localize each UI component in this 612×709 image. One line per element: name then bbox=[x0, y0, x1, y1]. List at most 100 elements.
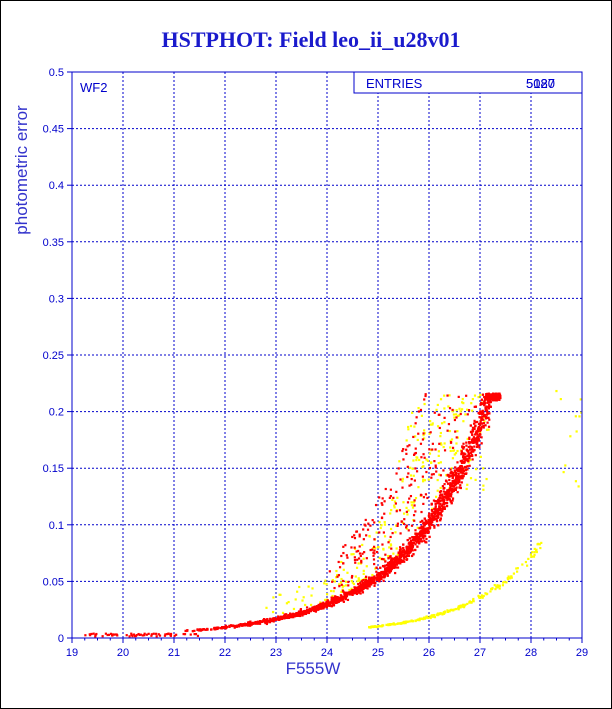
red-point bbox=[337, 598, 341, 601]
yellow-point bbox=[393, 506, 396, 509]
red-point bbox=[358, 535, 361, 538]
red-point bbox=[236, 624, 239, 627]
red-point bbox=[347, 584, 350, 587]
red-point bbox=[411, 536, 414, 539]
red-point bbox=[398, 555, 402, 558]
yellow-point bbox=[510, 576, 513, 579]
yellow-point bbox=[438, 473, 441, 476]
red-point bbox=[471, 433, 474, 436]
yellow-point bbox=[442, 445, 445, 449]
red-point bbox=[468, 464, 471, 467]
red-point bbox=[438, 506, 441, 509]
red-point bbox=[482, 402, 485, 405]
red-point bbox=[326, 599, 329, 602]
yellow-point bbox=[516, 567, 519, 570]
red-point bbox=[426, 496, 429, 500]
yellow-point bbox=[439, 398, 443, 401]
red-point bbox=[468, 437, 471, 441]
red-point bbox=[421, 527, 424, 530]
red-point bbox=[345, 593, 348, 596]
yellow-point bbox=[361, 543, 364, 547]
red-point bbox=[479, 427, 482, 430]
red-point bbox=[155, 632, 158, 635]
red-point bbox=[439, 502, 442, 505]
red-point bbox=[419, 530, 423, 533]
yellow-point bbox=[451, 457, 455, 460]
yellow-point bbox=[418, 619, 421, 622]
red-point bbox=[394, 556, 397, 560]
red-point bbox=[422, 537, 425, 540]
yellow-point bbox=[479, 596, 482, 599]
data-points bbox=[84, 389, 583, 638]
red-point bbox=[405, 452, 408, 455]
yellow-point bbox=[377, 545, 380, 549]
yellow-point bbox=[449, 609, 452, 612]
yellow-point bbox=[411, 467, 414, 470]
yellow-point bbox=[431, 507, 434, 510]
yellow-point bbox=[437, 612, 441, 615]
red-point bbox=[467, 445, 470, 449]
red-point bbox=[462, 475, 465, 478]
red-point bbox=[281, 615, 284, 619]
yellow-point bbox=[415, 458, 418, 462]
red-point bbox=[438, 442, 441, 445]
red-point bbox=[434, 517, 437, 520]
red-point bbox=[325, 603, 328, 607]
yellow-point bbox=[409, 424, 413, 428]
red-point bbox=[454, 473, 457, 476]
red-point bbox=[233, 626, 236, 629]
red-point bbox=[419, 408, 423, 412]
red-point bbox=[287, 614, 290, 618]
y-tick-label: 0.25 bbox=[43, 350, 64, 362]
red-point bbox=[407, 472, 410, 475]
red-point bbox=[381, 503, 384, 506]
red-point bbox=[231, 624, 234, 628]
red-point bbox=[486, 396, 489, 399]
red-point bbox=[104, 632, 107, 635]
yellow-point bbox=[393, 500, 397, 503]
yellow-point bbox=[394, 623, 397, 626]
red-point bbox=[425, 470, 428, 474]
yellow-point bbox=[350, 587, 353, 590]
red-point bbox=[334, 601, 338, 604]
red-point bbox=[479, 420, 482, 423]
red-point bbox=[258, 622, 261, 625]
yellow-point bbox=[483, 420, 486, 423]
red-point bbox=[350, 576, 353, 579]
red-point bbox=[260, 620, 263, 623]
x-tick-label: 23 bbox=[270, 647, 282, 659]
yellow-point bbox=[458, 414, 461, 417]
red-point bbox=[444, 491, 448, 494]
red-point bbox=[423, 539, 426, 543]
red-point bbox=[367, 522, 370, 525]
red-point bbox=[334, 597, 337, 600]
red-point bbox=[421, 475, 424, 478]
red-point bbox=[437, 508, 440, 511]
red-point bbox=[480, 422, 484, 425]
red-point bbox=[467, 459, 470, 463]
yellow-point bbox=[457, 606, 460, 609]
yellow-point bbox=[510, 575, 513, 578]
red-point bbox=[410, 524, 414, 527]
red-point bbox=[278, 617, 281, 620]
red-point bbox=[422, 502, 425, 506]
yellow-point bbox=[342, 568, 345, 571]
yellow-point bbox=[389, 512, 392, 515]
yellow-point bbox=[390, 509, 393, 512]
yellow-point bbox=[344, 580, 348, 583]
red-point bbox=[147, 632, 150, 635]
red-point bbox=[465, 394, 468, 397]
red-point bbox=[242, 623, 246, 626]
y-axis-ticks: 0 0.05 0.1 0.15 0.2 0.25 0.3 0.35 0.4 0.45 0.5 bbox=[43, 67, 72, 645]
red-point bbox=[383, 500, 386, 503]
red-point bbox=[405, 550, 409, 553]
red-point bbox=[333, 586, 336, 590]
red-point bbox=[293, 615, 297, 618]
red-point bbox=[420, 456, 423, 459]
red-point bbox=[485, 409, 489, 412]
yellow-point bbox=[482, 488, 485, 491]
yellow-point bbox=[394, 531, 397, 534]
yellow-point bbox=[439, 431, 442, 435]
red-point bbox=[384, 573, 387, 576]
red-point bbox=[406, 548, 409, 551]
